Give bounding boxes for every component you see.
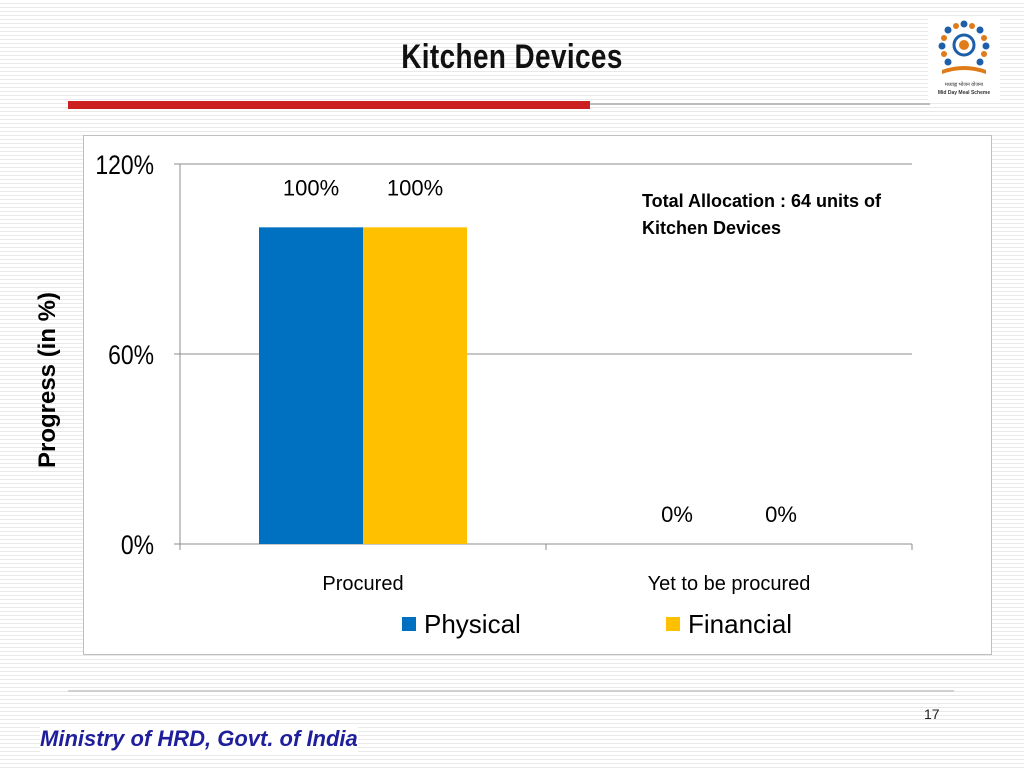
footer-rule: [68, 690, 954, 692]
title-rule-gray: [590, 103, 930, 105]
page-number: 17: [924, 706, 940, 722]
data-label: 100%: [283, 175, 339, 200]
slide-title: Kitchen Devices: [401, 38, 623, 76]
total-allocation-note: Total Allocation : 64 units of Kitchen D…: [642, 191, 882, 238]
logo-english-text: Mid Day Meal Scheme: [937, 90, 991, 96]
chart-area: 0% 60% 120% 100% 100% Procured 0% 0% Yet to be p…: [83, 135, 992, 655]
data-label: 0%: [661, 502, 693, 527]
mid-day-meal-logo: मध्याह्न भोजन योजना Mid Day Meal Scheme: [928, 18, 1000, 102]
legend-swatch: [666, 617, 680, 631]
data-label: 100%: [387, 175, 443, 200]
x-tick-label: Procured: [322, 573, 403, 595]
legend-swatch: [402, 617, 416, 631]
y-tick-label: 0%: [121, 530, 154, 560]
bar-physical-0: [259, 227, 363, 544]
bar-chart: 0% 60% 120% 100% 100% Procured 0% 0% Yet to be p…: [95, 150, 913, 639]
footer-ministry: Ministry of HRD, Govt. of India: [40, 726, 358, 752]
legend-label: Financial: [688, 609, 792, 639]
data-label: 0%: [765, 502, 797, 527]
bar-financial-0: [363, 227, 467, 544]
y-tick-label: 120%: [95, 150, 154, 180]
y-tick-label: 60%: [108, 340, 154, 370]
logo-hindi-text: मध्याह्न भोजन योजना: [944, 82, 984, 88]
y-axis-label: Progress (in %): [34, 291, 61, 469]
logo-emblem-icon: [938, 20, 990, 74]
x-tick-label: Yet to be procured: [648, 573, 811, 595]
title-rule-red: [68, 101, 590, 109]
legend-label: Physical: [424, 609, 521, 639]
